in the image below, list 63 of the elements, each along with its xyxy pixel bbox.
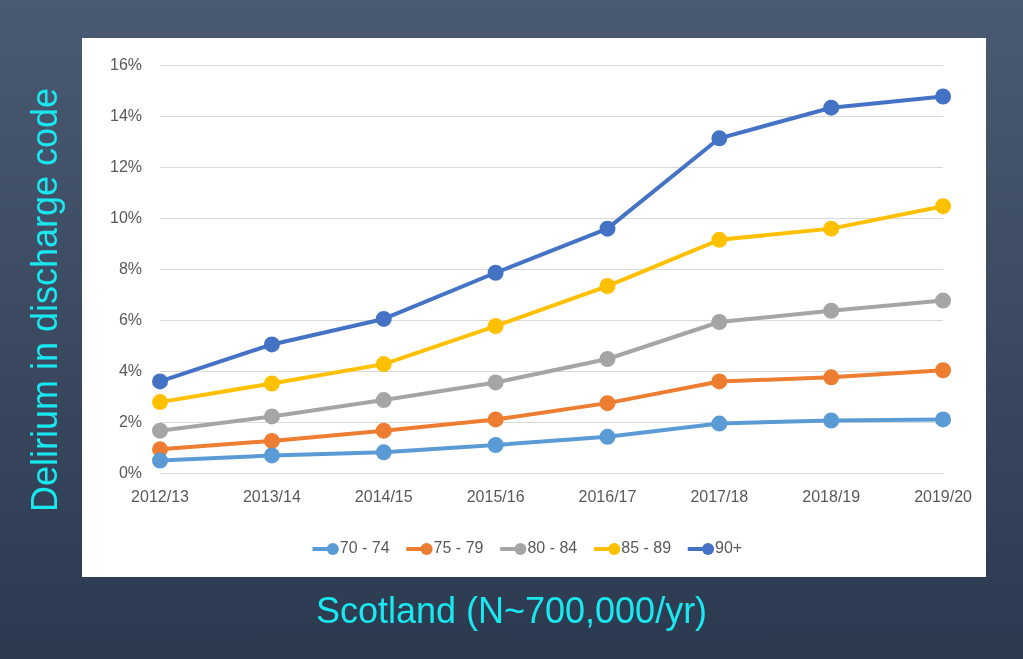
point [599, 350, 616, 367]
legend-label: 75 - 79 [433, 539, 484, 557]
point [935, 292, 952, 309]
x-tick-label: 2019/20 [914, 487, 973, 505]
legend-label: 80 - 84 [527, 539, 578, 557]
point [823, 220, 840, 237]
x-tick-label: 2017/18 [690, 487, 749, 505]
point [599, 220, 616, 237]
point [152, 422, 169, 439]
point [152, 394, 169, 411]
point [711, 373, 728, 390]
y-tick-label: 12% [109, 158, 143, 176]
y-tick-label: 14% [109, 107, 143, 125]
point [152, 373, 169, 390]
y-tick-label: 4% [118, 362, 143, 380]
point [711, 130, 728, 147]
point [711, 415, 728, 432]
point [599, 428, 616, 445]
legend-label: 85 - 89 [621, 539, 672, 557]
x-tick-label: 2012/13 [131, 487, 190, 505]
x-tick-label: 2013/14 [242, 487, 301, 505]
y-tick-label: 10% [109, 209, 143, 227]
point [823, 412, 840, 429]
point [152, 452, 169, 469]
point [487, 436, 504, 453]
point [263, 375, 280, 392]
point [599, 278, 616, 295]
y-tick-label: 6% [118, 311, 143, 329]
y-tick-label: 16% [109, 56, 143, 74]
point [599, 395, 616, 412]
point [935, 411, 952, 428]
point [263, 336, 280, 353]
point [935, 88, 952, 105]
point [823, 302, 840, 319]
point [823, 99, 840, 116]
point [375, 422, 392, 439]
point [263, 447, 280, 464]
point [375, 310, 392, 327]
legend-label: 90+ [715, 539, 743, 557]
legend-label: 70 - 74 [339, 539, 390, 557]
y-axis-title: Delirium in discharge code [24, 87, 66, 513]
x-tick-label: 2018/19 [802, 487, 861, 505]
y-tick-label: 8% [118, 260, 143, 278]
x-tick-label: 2014/15 [354, 487, 413, 505]
point [711, 231, 728, 248]
x-tick-label: 2015/16 [466, 487, 525, 505]
y-tick-label: 2% [118, 413, 143, 431]
point [263, 408, 280, 425]
x-axis-title: Scotland (N~700,000/yr) [314, 590, 709, 632]
point [823, 369, 840, 386]
point [487, 374, 504, 391]
point [935, 198, 952, 215]
point [487, 411, 504, 428]
point [263, 432, 280, 449]
x-tick-label: 2016/17 [578, 487, 637, 505]
point [487, 264, 504, 281]
point [711, 314, 728, 330]
point [487, 318, 504, 335]
point [375, 356, 392, 373]
point [935, 362, 952, 379]
point [375, 444, 392, 461]
y-tick-label: 0% [118, 464, 143, 482]
point [375, 392, 392, 409]
